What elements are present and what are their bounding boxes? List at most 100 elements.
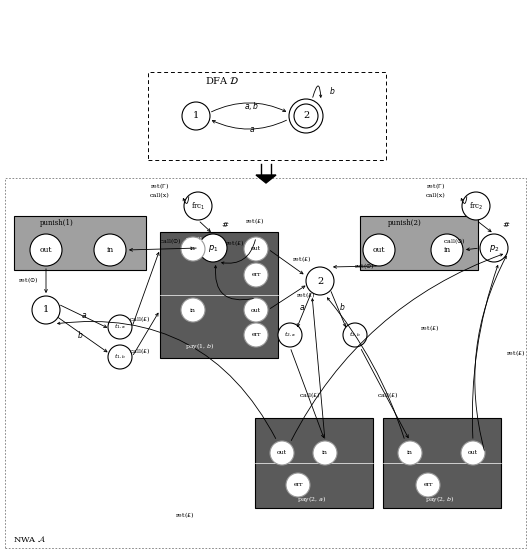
Text: call(x): call(x) [426,194,446,199]
Text: $a$: $a$ [81,310,87,320]
Text: $t_{1,b}$: $t_{1,b}$ [114,353,126,361]
Text: ret($£$): ret($£$) [175,510,195,520]
Text: DFA $\mathcal{D}$: DFA $\mathcal{D}$ [205,76,239,86]
Circle shape [278,323,302,347]
Circle shape [286,473,310,497]
Text: #: # [221,221,229,229]
Text: ret($£$): ret($£$) [292,254,312,264]
FancyBboxPatch shape [360,216,478,270]
Circle shape [30,234,62,266]
Text: out: out [251,307,261,312]
Circle shape [244,263,268,287]
Text: ret($£$): ret($£$) [245,216,265,226]
Text: call(x): call(x) [150,194,170,199]
Text: err: err [251,332,261,337]
Text: $a$: $a$ [249,124,255,133]
Circle shape [343,323,367,347]
Text: err: err [293,483,303,488]
Text: err: err [251,273,261,278]
Circle shape [462,192,490,220]
Circle shape [244,323,268,347]
Text: ret($£$): ret($£$) [506,348,526,358]
Text: call($\odot$): call($\odot$) [443,236,466,246]
Circle shape [431,234,463,266]
Circle shape [480,234,508,262]
FancyBboxPatch shape [5,178,526,548]
Text: pay(1, $a$): pay(1, $a$) [185,234,215,244]
Text: ret($\Gamma$): ret($\Gamma$) [151,181,170,191]
Text: $p_1$: $p_1$ [208,243,218,253]
Circle shape [416,473,440,497]
Text: $p_2$: $p_2$ [489,243,499,253]
Text: frc$_1$: frc$_1$ [191,200,205,212]
FancyBboxPatch shape [383,418,501,508]
Text: out: out [277,451,287,456]
Circle shape [313,441,337,465]
Circle shape [181,298,205,322]
Text: pay(1, $b$): pay(1, $b$) [185,341,215,351]
Text: ret($\odot$): ret($\odot$) [354,261,375,271]
Text: in: in [407,451,413,456]
Text: pay(2, $b$): pay(2, $b$) [425,494,455,504]
FancyBboxPatch shape [255,418,373,508]
FancyBboxPatch shape [160,232,278,358]
Circle shape [294,104,318,128]
Text: frc$_2$: frc$_2$ [469,200,483,212]
Circle shape [306,267,334,295]
Circle shape [398,441,422,465]
Text: out: out [251,247,261,252]
Text: call($£$): call($£$) [129,346,151,356]
Text: out: out [40,246,52,254]
Text: out: out [373,246,385,254]
Text: call($£$): call($£$) [299,390,321,400]
Text: ret($\odot$): ret($\odot$) [18,275,38,285]
Text: in: in [443,246,451,254]
Text: #: # [503,221,510,229]
Circle shape [108,315,132,339]
Circle shape [94,234,126,266]
Text: punish(2): punish(2) [388,219,422,227]
Text: call($£$): call($£$) [129,314,151,324]
Circle shape [108,345,132,369]
Text: out: out [468,451,478,456]
Text: NWA $\mathcal{A}$: NWA $\mathcal{A}$ [13,534,47,544]
Text: in: in [190,247,196,252]
Text: ret($£$): ret($£$) [420,323,440,333]
Text: call($£$): call($£$) [377,390,399,400]
Circle shape [181,237,205,261]
Text: $b$: $b$ [77,330,83,341]
Circle shape [270,441,294,465]
Circle shape [182,102,210,130]
FancyBboxPatch shape [148,72,386,160]
Text: pay(2, $a$): pay(2, $a$) [297,494,327,504]
Circle shape [184,192,212,220]
Text: in: in [322,451,328,456]
Text: $a$: $a$ [299,302,305,311]
Circle shape [244,237,268,261]
Circle shape [199,234,227,262]
Polygon shape [256,175,276,183]
Text: ret($£$): ret($£$) [296,290,316,300]
Text: $t_{2,a}$: $t_{2,a}$ [284,331,296,339]
Text: $b$: $b$ [339,301,345,312]
Text: 2: 2 [303,112,309,121]
Text: $t_{1,a}$: $t_{1,a}$ [114,323,126,331]
Text: ret($\Gamma$): ret($\Gamma$) [427,181,446,191]
Circle shape [461,441,485,465]
Text: call($\odot$): call($\odot$) [159,236,181,246]
Circle shape [363,234,395,266]
Text: $a, b$: $a, b$ [245,100,260,112]
Text: punish(1): punish(1) [40,219,74,227]
Text: in: in [190,307,196,312]
Text: $t_{2,b}$: $t_{2,b}$ [349,331,361,339]
Circle shape [289,99,323,133]
Circle shape [32,296,60,324]
Circle shape [244,298,268,322]
Text: ret($£$): ret($£$) [225,238,245,248]
Text: 2: 2 [317,276,323,285]
Text: $b$: $b$ [329,85,335,96]
FancyBboxPatch shape [14,216,146,270]
Text: err: err [423,483,433,488]
Text: in: in [106,246,114,254]
Text: 1: 1 [193,112,199,121]
